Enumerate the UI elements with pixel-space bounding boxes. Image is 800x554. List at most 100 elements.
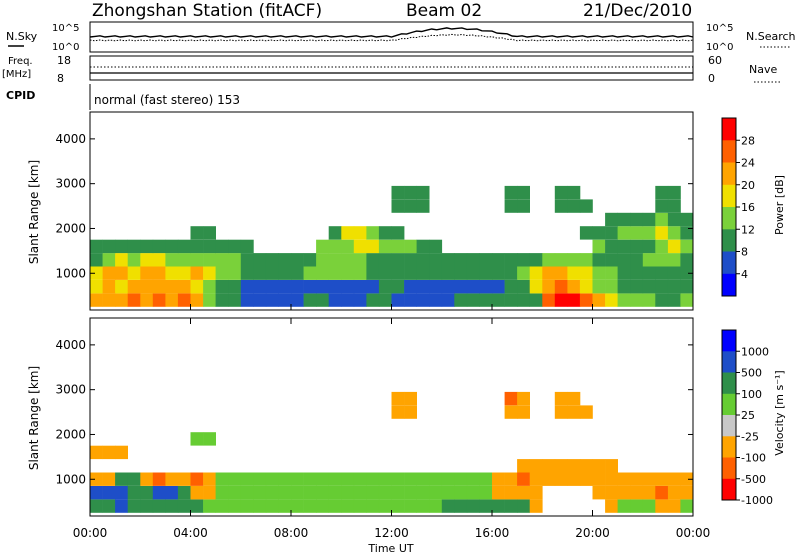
- velocity-cell: [429, 499, 443, 513]
- velocity-cell: [404, 499, 417, 513]
- velocity-cell: [341, 472, 355, 486]
- velocity-cell: [366, 472, 380, 486]
- velocity-cell: [203, 472, 216, 486]
- power-cell: [617, 253, 631, 267]
- power-cell: [504, 253, 518, 267]
- power-cell: [517, 280, 530, 294]
- power-cell: [517, 293, 530, 307]
- velocity-cell: [454, 499, 468, 513]
- velocity-cell: [265, 472, 279, 486]
- power-colorbar-title: Power [dB]: [773, 175, 786, 235]
- velocity-cell: [328, 472, 342, 486]
- velocity-cell: [127, 499, 141, 513]
- velocity-colorbar-tick-label: -500: [741, 473, 766, 486]
- velocity-colorbar-swatch: [722, 415, 736, 437]
- power-cell: [353, 266, 367, 280]
- power-y-axis-label: Slant Range [km]: [27, 160, 41, 264]
- velocity-cell: [303, 472, 317, 486]
- velocity-cell: [215, 486, 229, 500]
- power-cell: [529, 293, 543, 307]
- power-cell: [127, 280, 141, 294]
- power-cell: [215, 293, 229, 307]
- power-cell: [680, 280, 694, 294]
- power-colorbar-swatch: [722, 229, 736, 252]
- power-cell: [177, 293, 191, 307]
- velocity-cell: [466, 499, 480, 513]
- velocity-cell: [378, 499, 392, 513]
- velocity-cell: [492, 486, 505, 500]
- cpid-value: normal (fast stereo) 153: [94, 93, 240, 107]
- velocity-cell: [655, 486, 669, 500]
- velocity-colorbar-swatch: [722, 393, 736, 416]
- velocity-cell: [504, 486, 518, 500]
- velocity-cell: [479, 472, 493, 486]
- velocity-cell: [517, 499, 530, 513]
- power-cell: [554, 199, 568, 213]
- power-cell: [605, 280, 618, 294]
- power-cell: [303, 293, 317, 307]
- power-cell: [90, 253, 103, 267]
- power-cell: [554, 185, 568, 200]
- power-cell: [579, 293, 593, 307]
- power-cell: [680, 212, 694, 227]
- velocity-cell: [316, 472, 329, 486]
- power-y-tick-label: 3000: [55, 177, 86, 191]
- power-cell: [667, 199, 681, 213]
- power-cell: [190, 226, 204, 240]
- velocity-cell: [592, 472, 606, 486]
- velocity-cell: [265, 499, 279, 513]
- power-cell: [492, 253, 505, 267]
- power-cell: [404, 253, 417, 267]
- power-cell: [680, 266, 694, 280]
- power-cell: [228, 239, 242, 254]
- velocity-cell: [102, 445, 116, 460]
- power-cell: [215, 280, 229, 294]
- time-tick-label: 12:00: [374, 526, 409, 540]
- freq-panel-frame: [89, 55, 694, 81]
- velocity-colorbar-tick-label: 25: [741, 409, 755, 422]
- velocity-cell: [253, 472, 267, 486]
- count-tick-right-top: 10^5: [706, 23, 733, 34]
- power-cell: [316, 280, 329, 294]
- power-cell: [529, 280, 543, 294]
- power-cell: [655, 239, 669, 254]
- count-tick-right-bottom: 10^0: [706, 42, 733, 53]
- velocity-colorbar-tick-label: -25: [741, 430, 759, 443]
- power-cell: [667, 226, 681, 240]
- power-cell: [203, 226, 216, 240]
- power-cell: [567, 266, 581, 280]
- power-cell: [353, 253, 367, 267]
- power-cell: [253, 253, 267, 267]
- power-cell: [642, 293, 656, 307]
- power-cell: [341, 266, 355, 280]
- power-cell: [341, 293, 355, 307]
- power-cell: [378, 239, 392, 254]
- velocity-cell: [404, 391, 417, 406]
- power-cell: [642, 226, 656, 240]
- count-tick-left-top: 10^5: [52, 23, 79, 34]
- power-colorbar-tick-label: 16: [741, 201, 755, 214]
- power-cell: [579, 253, 593, 267]
- velocity-cell: [353, 486, 367, 500]
- velocity-cell: [391, 472, 405, 486]
- velocity-cell: [441, 499, 455, 513]
- power-cell: [215, 266, 229, 280]
- velocity-cell: [240, 472, 254, 486]
- velocity-cell: [529, 486, 543, 500]
- velocity-cell: [165, 486, 179, 500]
- power-cell: [140, 280, 154, 294]
- time-tick-label: 04:00: [173, 526, 208, 540]
- power-cell: [441, 293, 455, 307]
- velocity-cell: [278, 472, 292, 486]
- power-cell: [655, 293, 669, 307]
- power-cell: [680, 239, 694, 254]
- power-y-tick-label: 4000: [55, 132, 86, 146]
- power-cell: [416, 293, 430, 307]
- velocity-colorbar-tick-label: -1000: [741, 494, 773, 507]
- cpid-label: CPID: [6, 89, 35, 102]
- power-cell: [416, 266, 430, 280]
- power-cell: [630, 253, 644, 267]
- power-cell: [667, 239, 681, 254]
- power-cell: [655, 199, 669, 213]
- velocity-cell: [190, 499, 204, 513]
